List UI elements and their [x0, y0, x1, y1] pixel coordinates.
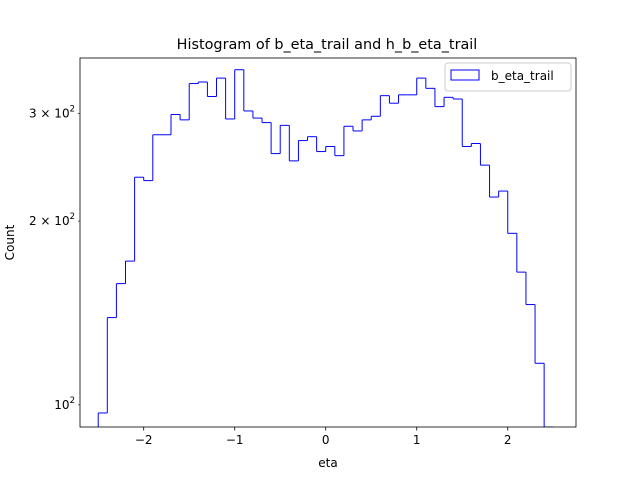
x-tick-label: 0 [322, 433, 330, 447]
legend-label-b-eta-trail: b_eta_trail [491, 69, 554, 83]
legend-swatch [450, 69, 480, 81]
legend: b_eta_trail [444, 62, 572, 92]
x-tick-label: 1 [413, 433, 421, 447]
x-tick-label: −2 [135, 433, 153, 447]
series-b-eta-trail [97, 69, 554, 427]
y-axis-label: Count [3, 224, 17, 260]
x-tick-label: −1 [226, 433, 244, 447]
y-tick-label: 102 [54, 396, 75, 412]
x-axis-ticks: −2 −1 0 1 2 [135, 427, 512, 447]
x-axis-label: eta [318, 456, 337, 470]
y-tick-label: 2 × 102 [29, 212, 75, 228]
y-tick-label: 3 × 102 [29, 105, 75, 121]
y-axis-ticks: 102 2 × 102 3 × 102 [29, 105, 80, 412]
chart-title: Histogram of b_eta_trail and h_b_eta_tra… [177, 37, 478, 53]
plot-layer [97, 69, 554, 427]
x-tick-label: 2 [504, 433, 512, 447]
axes-frame [79, 57, 577, 428]
